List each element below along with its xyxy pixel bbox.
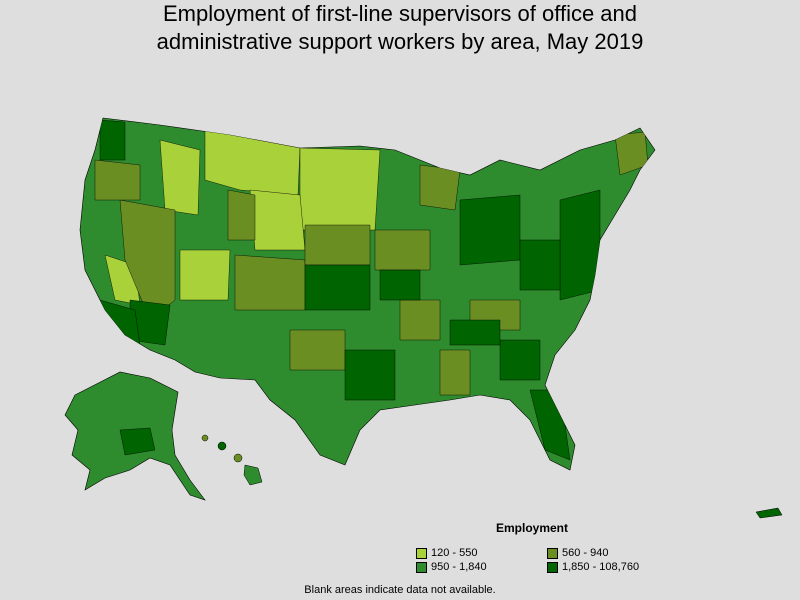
area-tennessee bbox=[449, 319, 501, 346]
area-dakotas bbox=[299, 147, 381, 231]
area-great-lakes bbox=[459, 194, 521, 266]
legend-note: Blank areas indicate data not available. bbox=[304, 584, 496, 596]
area-east-coast bbox=[559, 189, 601, 301]
legend-item-3: 950 - 1,840 bbox=[416, 561, 487, 573]
area-maine bbox=[614, 131, 649, 176]
area-utah bbox=[179, 249, 231, 301]
hawaii-region bbox=[201, 434, 263, 486]
area-mississippi bbox=[439, 349, 471, 396]
area-iowa bbox=[374, 229, 431, 271]
area-idaho-east bbox=[159, 139, 201, 216]
legend-item-2: 560 - 940 bbox=[547, 547, 608, 559]
area-missouri bbox=[379, 269, 421, 301]
legend-item-1: 120 - 550 bbox=[416, 547, 477, 559]
legend-label-4: 1,850 - 108,760 bbox=[562, 561, 640, 573]
area-colorado bbox=[234, 254, 306, 311]
area-ozarks bbox=[399, 299, 441, 341]
area-texas-west bbox=[289, 329, 346, 371]
legend-swatch-2 bbox=[547, 547, 558, 559]
legend-swatch-4 bbox=[547, 561, 558, 573]
area-wyoming bbox=[249, 189, 306, 251]
area-georgia bbox=[499, 339, 541, 381]
legend-label-3: 950 - 1,840 bbox=[431, 561, 487, 573]
legend-item-4: 1,850 - 108,760 bbox=[547, 561, 639, 573]
legend-swatch-3 bbox=[416, 561, 427, 573]
area-ohio bbox=[519, 239, 561, 291]
legend-title: Employment bbox=[496, 521, 569, 535]
area-texas-east bbox=[344, 349, 396, 401]
area-oregon bbox=[94, 159, 141, 201]
legend-label-1: 120 - 550 bbox=[431, 547, 478, 559]
legend-swatch-1 bbox=[416, 547, 427, 559]
map-title-line1: Employment of first-line supervisors of … bbox=[162, 1, 638, 26]
puerto-rico-region bbox=[755, 507, 783, 519]
area-nebraska bbox=[304, 224, 371, 266]
area-kansas bbox=[304, 264, 371, 311]
map-title-line2: administrative support workers by area, … bbox=[156, 29, 644, 54]
legend-label-2: 560 - 940 bbox=[562, 547, 609, 559]
area-wisconsin bbox=[419, 164, 461, 211]
area-washington-west bbox=[99, 119, 126, 161]
conus-region bbox=[79, 117, 656, 471]
map-title: Employment of first-line supervisors of … bbox=[0, 0, 800, 56]
alaska-subregion bbox=[119, 427, 156, 456]
area-colorado-west bbox=[227, 189, 256, 241]
